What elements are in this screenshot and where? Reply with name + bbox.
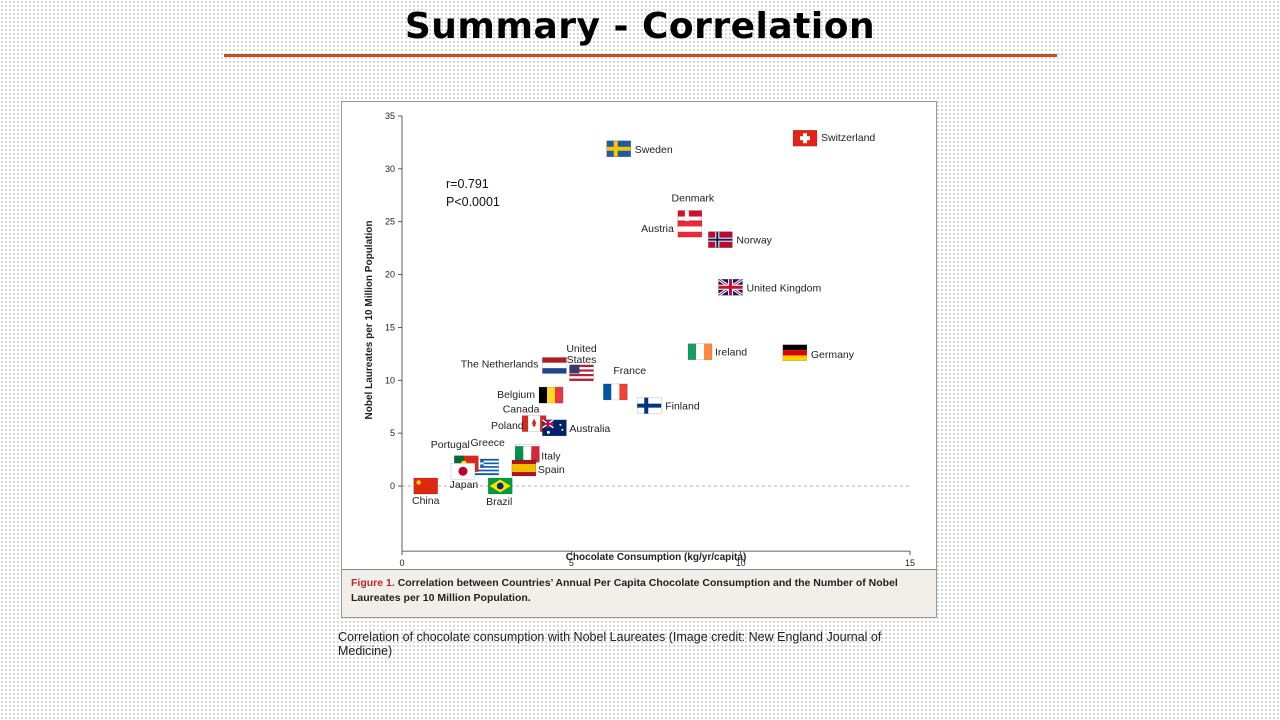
y-tick-label-25: 25 (385, 217, 395, 227)
x-tick-label-5: 5 (569, 558, 574, 568)
data-point-austria (677, 220, 703, 238)
data-point-australia (541, 419, 567, 437)
y-tick-label-20: 20 (385, 270, 395, 280)
title-underline (224, 54, 1057, 57)
data-point-the-netherlands (542, 357, 567, 374)
data-point-greece (474, 458, 499, 476)
stat-r-value: r=0.791 (446, 177, 489, 191)
y-tick-label-35: 35 (385, 111, 395, 121)
y-tick-label-10: 10 (385, 375, 395, 385)
caption-text: Correlation between Countries’ Annual Pe… (351, 577, 898, 604)
x-tick-label-0: 0 (399, 558, 404, 568)
data-point-germany (782, 344, 808, 362)
data-point-brazil (487, 477, 513, 495)
point-label-finland: Finland (665, 401, 700, 413)
point-label-sweden: Sweden (635, 144, 673, 156)
data-point-switzerland (792, 129, 818, 147)
point-label-greece: Greece (470, 437, 505, 449)
point-label-the-netherlands: The Netherlands (461, 358, 539, 370)
caption-figure-label: Figure 1. (351, 577, 395, 589)
data-point-united-states (569, 364, 594, 382)
y-tick-label-30: 30 (385, 164, 395, 174)
chart-figure: 0 5 10 15 20 25 30 35 0 5 10 15 Switzerland Sweden De… (341, 101, 937, 618)
point-label-china: China (412, 495, 440, 507)
point-label-australia: Australia (569, 423, 610, 435)
data-point-france (603, 383, 628, 401)
point-label-ireland: Ireland (715, 347, 747, 359)
point-label-norway: Norway (736, 235, 772, 247)
slide-title: Summary - Correlation (404, 6, 876, 47)
point-label-germany: Germany (811, 349, 855, 361)
point-label-italy: Italy (541, 450, 561, 462)
x-tick-label-10: 10 (736, 558, 746, 568)
data-point-belgium (538, 386, 564, 404)
data-point-united-kingdom (717, 278, 744, 297)
point-label-portugal: Portugal (431, 439, 470, 451)
point-label-poland: Poland (491, 420, 524, 432)
y-tick-label-0: 0 (390, 481, 395, 491)
data-point-finland (636, 397, 662, 414)
y-axis-title: Nobel Laureates per 10 Million Populatio… (364, 221, 375, 420)
point-label-switzerland: Switzerland (821, 132, 875, 144)
point-label-canada: Canada (503, 404, 540, 416)
image-credit: Correlation of chocolate consumption wit… (338, 630, 882, 658)
x-tick-label-15: 15 (905, 558, 915, 568)
point-label-japan: Japan (450, 479, 479, 491)
y-tick-label-5: 5 (390, 428, 395, 438)
data-point-spain (511, 459, 537, 477)
data-point-norway (708, 231, 733, 248)
point-label-brazil: Brazil (486, 496, 512, 508)
point-label-united-kingdom: United Kingdom (747, 282, 822, 294)
point-label-france: France (613, 365, 646, 377)
point-label-austria: Austria (641, 223, 674, 235)
data-point-japan (450, 462, 476, 480)
point-label-belgium: Belgium (497, 389, 535, 401)
stat-p-value: P<0.0001 (446, 195, 500, 209)
point-label-united-states: United States (566, 343, 597, 366)
figure-caption: Figure 1. Correlation between Countries’… (342, 569, 936, 617)
point-label-denmark: Denmark (672, 193, 715, 205)
y-tick-label-15: 15 (385, 322, 395, 332)
scatter-chart: 0 5 10 15 20 25 30 35 0 5 10 15 Switzerland Sweden De… (364, 111, 915, 568)
point-label-spain: Spain (538, 464, 565, 476)
data-point-sweden (606, 140, 631, 158)
x-axis-title: Chocolate Consumption (kg/yr/capita) (566, 552, 747, 563)
data-point-china (413, 477, 438, 495)
data-point-ireland (687, 343, 713, 360)
